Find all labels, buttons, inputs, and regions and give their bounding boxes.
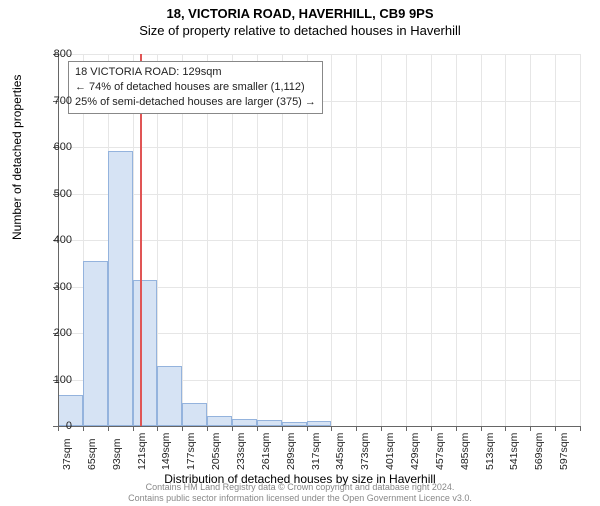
- y-tick-label: 400: [12, 234, 72, 246]
- x-tick-label: 177sqm: [185, 433, 197, 470]
- annotation-line: 18 VICTORIA ROAD: 129sqm: [75, 65, 316, 80]
- grid-line-v: [505, 54, 506, 426]
- x-tick-label: 261sqm: [260, 433, 272, 470]
- header-title: 18, VICTORIA ROAD, HAVERHILL, CB9 9PS: [0, 6, 600, 21]
- y-tick-label: 700: [12, 95, 72, 107]
- x-tick-label: 149sqm: [160, 433, 172, 470]
- y-tick-label: 100: [12, 374, 72, 386]
- x-tick-label: 65sqm: [86, 438, 98, 470]
- x-tick-label: 93sqm: [111, 438, 123, 470]
- histogram-bar: [83, 261, 108, 426]
- x-tick-label: 597sqm: [558, 433, 570, 470]
- x-tick-label: 541sqm: [508, 433, 520, 470]
- grid-line-v: [356, 54, 357, 426]
- x-tick-label: 317sqm: [310, 433, 322, 470]
- x-tick-label: 513sqm: [484, 433, 496, 470]
- y-tick-label: 600: [12, 141, 72, 153]
- grid-line-h: [58, 54, 580, 55]
- grid-line-v: [331, 54, 332, 426]
- x-tick-label: 401sqm: [384, 433, 396, 470]
- annotation-line: ← 74% of detached houses are smaller (1,…: [75, 80, 316, 95]
- x-tick-label: 121sqm: [136, 433, 148, 470]
- footer: Contains HM Land Registry data © Crown c…: [0, 482, 600, 504]
- plot-area: 18 VICTORIA ROAD: 129sqm← 74% of detache…: [58, 54, 580, 426]
- grid-line-h: [58, 147, 580, 148]
- y-tick-label: 200: [12, 327, 72, 339]
- grid-line-h: [58, 240, 580, 241]
- y-tick-label: 300: [12, 281, 72, 293]
- x-tick-label: 373sqm: [359, 433, 371, 470]
- x-tick-label: 485sqm: [459, 433, 471, 470]
- grid-line-v: [555, 54, 556, 426]
- grid-line-v: [456, 54, 457, 426]
- x-tick-label: 233sqm: [235, 433, 247, 470]
- x-tick-label: 429sqm: [409, 433, 421, 470]
- y-tick-label: 800: [12, 48, 72, 60]
- grid-line-v: [381, 54, 382, 426]
- annotation-box: 18 VICTORIA ROAD: 129sqm← 74% of detache…: [68, 61, 323, 114]
- grid-line-v: [431, 54, 432, 426]
- footer-line1: Contains HM Land Registry data © Crown c…: [0, 482, 600, 493]
- histogram-bar: [207, 416, 232, 426]
- histogram-bar: [133, 280, 158, 426]
- y-tick-label: 0: [12, 420, 72, 432]
- grid-line-v: [481, 54, 482, 426]
- x-tick-mark: [580, 426, 581, 431]
- chart-area: 18 VICTORIA ROAD: 129sqm← 74% of detache…: [58, 54, 580, 426]
- x-tick-label: 37sqm: [61, 438, 73, 470]
- y-tick-label: 500: [12, 188, 72, 200]
- grid-line-v: [580, 54, 581, 426]
- histogram-bar: [157, 366, 182, 426]
- grid-line-h: [58, 194, 580, 195]
- header-subtitle: Size of property relative to detached ho…: [0, 23, 600, 38]
- x-tick-label: 345sqm: [334, 433, 346, 470]
- grid-line-v: [530, 54, 531, 426]
- grid-line-v: [406, 54, 407, 426]
- x-tick-label: 289sqm: [285, 433, 297, 470]
- annotation-line: 25% of semi-detached houses are larger (…: [75, 95, 316, 110]
- x-tick-label: 569sqm: [533, 433, 545, 470]
- histogram-bar: [108, 151, 133, 426]
- footer-line2: Contains public sector information licen…: [0, 493, 600, 504]
- histogram-bar: [232, 419, 257, 426]
- x-tick-label: 205sqm: [210, 433, 222, 470]
- histogram-bar: [182, 403, 207, 426]
- x-tick-label: 457sqm: [434, 433, 446, 470]
